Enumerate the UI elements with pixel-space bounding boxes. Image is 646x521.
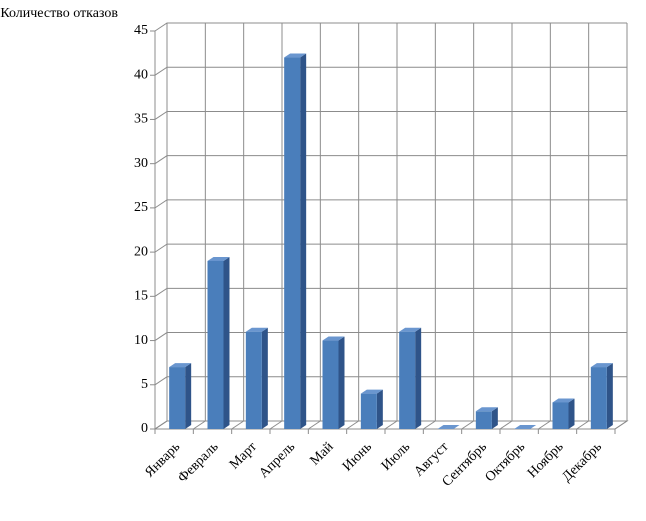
bar-top bbox=[360, 389, 383, 394]
bar-side bbox=[338, 336, 345, 429]
bar-top bbox=[322, 336, 345, 341]
y-tick-label: 20 bbox=[134, 244, 148, 259]
bar-side bbox=[185, 363, 192, 429]
floor-line bbox=[346, 420, 359, 430]
bar-top bbox=[475, 407, 498, 412]
floor-line bbox=[231, 420, 244, 430]
floor-line bbox=[538, 420, 551, 430]
x-tick-label: Июль bbox=[379, 439, 413, 473]
bar bbox=[552, 402, 569, 429]
y-tick-label: 35 bbox=[134, 112, 148, 127]
grid-line bbox=[154, 376, 627, 386]
bar-side bbox=[376, 389, 383, 429]
x-tick-label: Май bbox=[308, 439, 337, 468]
bar-side bbox=[491, 407, 498, 429]
grid-line bbox=[154, 110, 627, 120]
bar-side bbox=[415, 327, 422, 429]
bar bbox=[590, 367, 607, 429]
grid-line bbox=[154, 22, 627, 32]
y-tick-label: 45 bbox=[134, 23, 148, 38]
floor-line bbox=[384, 420, 398, 430]
bar-top bbox=[207, 256, 230, 261]
x-tick-label: Март bbox=[227, 439, 260, 472]
bar bbox=[284, 57, 301, 430]
grid-line bbox=[154, 420, 627, 430]
floor-line bbox=[193, 420, 206, 430]
bar-top bbox=[514, 425, 537, 429]
grid-line bbox=[154, 243, 627, 253]
bar-side bbox=[261, 327, 268, 429]
bar-top bbox=[284, 53, 307, 58]
y-tick-label: 10 bbox=[134, 333, 148, 348]
y-tick-label: 15 bbox=[134, 289, 148, 304]
bar bbox=[245, 331, 262, 429]
floor-line bbox=[423, 420, 436, 430]
bar bbox=[322, 340, 339, 429]
grid-line bbox=[154, 287, 627, 297]
grid-line bbox=[154, 66, 627, 76]
bar-top bbox=[552, 398, 575, 403]
x-tick-label: Февраль bbox=[175, 439, 221, 485]
bar-top bbox=[169, 363, 192, 368]
bar-side bbox=[568, 398, 575, 429]
bar-top bbox=[590, 363, 613, 368]
x-tick-label: Октябрь bbox=[483, 439, 529, 485]
bar-top bbox=[245, 327, 268, 332]
bar-side bbox=[606, 363, 613, 429]
bar bbox=[399, 331, 416, 429]
floor-line bbox=[499, 420, 513, 430]
y-tick-label: 5 bbox=[141, 377, 148, 392]
x-tick-label: Июнь bbox=[340, 439, 375, 474]
floor-line bbox=[614, 420, 628, 430]
x-tick-label: Апрель bbox=[256, 439, 298, 481]
floor-line bbox=[576, 420, 589, 430]
bar bbox=[360, 393, 377, 429]
bar-side bbox=[300, 53, 307, 430]
y-axis-label: Количество отказов bbox=[0, 6, 118, 21]
bar bbox=[169, 367, 186, 429]
bar bbox=[207, 260, 224, 429]
bar-top bbox=[399, 327, 422, 332]
y-tick-label: 30 bbox=[134, 156, 148, 171]
grid-line bbox=[154, 199, 627, 209]
bar-top bbox=[437, 425, 460, 429]
bar bbox=[475, 411, 492, 429]
grid-line bbox=[154, 155, 627, 165]
x-tick-label: Декабрь bbox=[560, 439, 605, 484]
y-tick-label: 0 bbox=[141, 421, 148, 436]
y-tick-label: 40 bbox=[134, 67, 148, 82]
back-wall-left-edge bbox=[154, 23, 168, 430]
bar-side bbox=[223, 256, 230, 429]
y-tick-label: 25 bbox=[134, 200, 148, 215]
floor-line bbox=[269, 420, 283, 430]
floor-line bbox=[461, 420, 474, 430]
floor-line bbox=[308, 420, 321, 430]
grid-line bbox=[154, 332, 627, 341]
